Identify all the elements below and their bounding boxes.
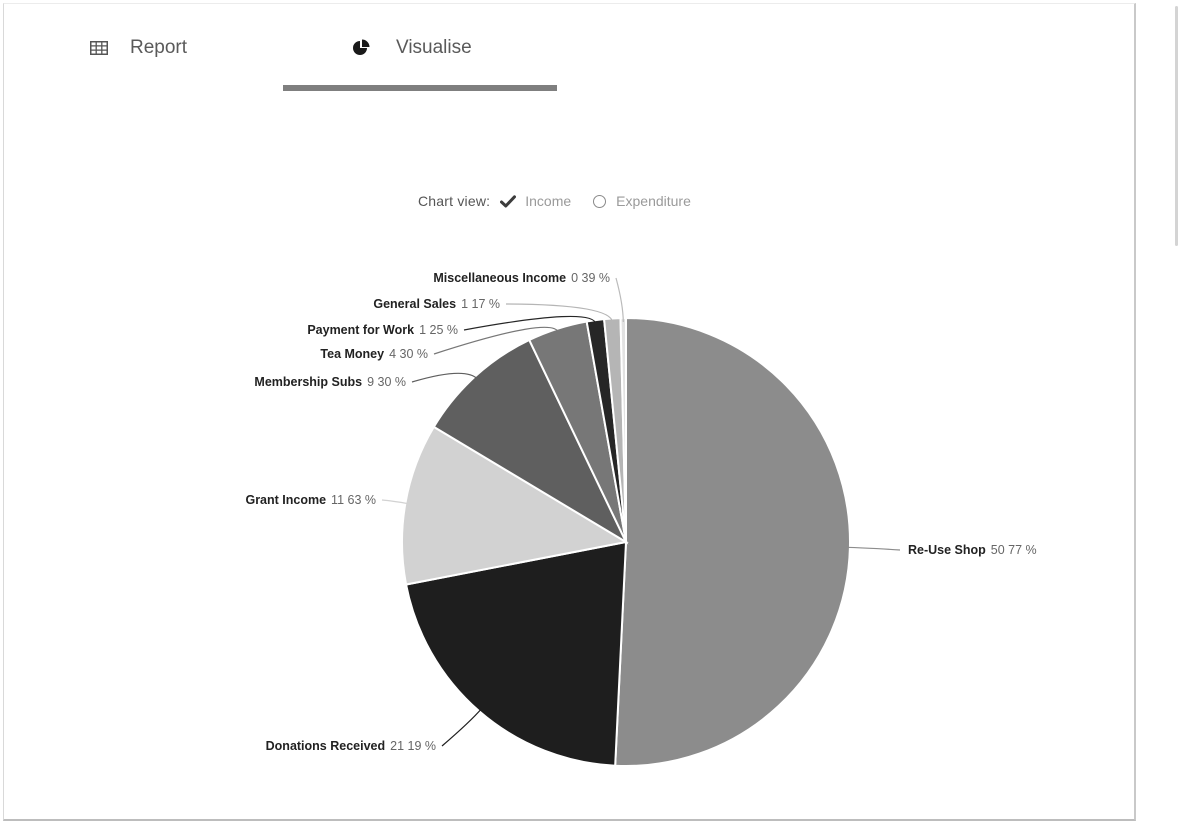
- visualise-panel: [3, 3, 1136, 821]
- data-label-general-sales: General Sales 1 17 %: [373, 297, 500, 311]
- data-label-tea-money: Tea Money 4 30 %: [320, 347, 428, 361]
- leader-line-general-sales: [505, 303, 614, 323]
- income-option-label: Income: [525, 193, 572, 209]
- data-label-value: 9 30 %: [367, 375, 406, 389]
- leader-line-tea-money: [433, 326, 560, 355]
- data-label-payment-for-work: Payment for Work 1 25 %: [307, 323, 458, 337]
- active-tab-indicator: [283, 85, 557, 91]
- data-label-name: Payment for Work: [307, 323, 414, 337]
- scrollbar-thumb[interactable]: [1175, 6, 1178, 246]
- tab-report-label: Report: [130, 37, 188, 58]
- leader-line-donations-received: [441, 707, 483, 747]
- data-label-value: 11 63 %: [331, 493, 376, 507]
- table-icon: [90, 41, 108, 55]
- data-label-value: 50 77 %: [991, 543, 1037, 557]
- data-label-re-use-shop: Re-Use Shop 50 77 %: [908, 543, 1037, 557]
- radio-circle-icon: [593, 194, 607, 208]
- leader-line-membership-subs: [411, 372, 479, 383]
- data-label-value: 0 39 %: [571, 271, 610, 285]
- data-label-name: Re-Use Shop: [908, 543, 986, 557]
- tab-visualise[interactable]: Visualise: [352, 28, 472, 68]
- data-label-name: Grant Income: [245, 493, 326, 507]
- data-label-donations-received: Donations Received 21 19 %: [266, 739, 436, 753]
- pie-chart-icon: [352, 39, 370, 57]
- checkmark-icon: [500, 194, 517, 208]
- expenditure-option-label: Expenditure: [616, 193, 691, 209]
- leader-line-miscellaneous-income: [615, 277, 624, 323]
- right-scroll-area: [1139, 0, 1179, 825]
- data-label-membership-subs: Membership Subs 9 30 %: [254, 375, 406, 389]
- tab-report[interactable]: Report: [90, 28, 187, 68]
- data-label-name: General Sales: [373, 297, 456, 311]
- income-option[interactable]: Income: [500, 193, 571, 209]
- data-label-name: Membership Subs: [254, 375, 362, 389]
- chart-view-label: Chart view:: [418, 193, 491, 209]
- data-label-value: 4 30 %: [389, 347, 428, 361]
- data-label-grant-income: Grant Income 11 63 %: [245, 493, 376, 507]
- pie-slice-re-use-shop[interactable]: [614, 316, 851, 767]
- tab-visualise-label: Visualise: [396, 37, 472, 58]
- data-label-name: Tea Money: [320, 347, 384, 361]
- data-label-value: 1 17 %: [461, 297, 500, 311]
- data-label-value: 1 25 %: [419, 323, 458, 337]
- expenditure-option[interactable]: Expenditure: [593, 193, 691, 209]
- tab-bar: Report Visualise: [0, 0, 1133, 100]
- chart-view-selector: Chart view: Income Expenditure: [418, 190, 691, 212]
- data-label-miscellaneous-income: Miscellaneous Income 0 39 %: [433, 271, 610, 285]
- leader-line-payment-for-work: [463, 315, 597, 331]
- data-label-name: Donations Received: [266, 739, 385, 753]
- leader-line-re-use-shop: [845, 546, 901, 551]
- leader-line-grant-income: [381, 499, 410, 505]
- data-label-value: 21 19 %: [390, 739, 436, 753]
- data-label-name: Miscellaneous Income: [433, 271, 566, 285]
